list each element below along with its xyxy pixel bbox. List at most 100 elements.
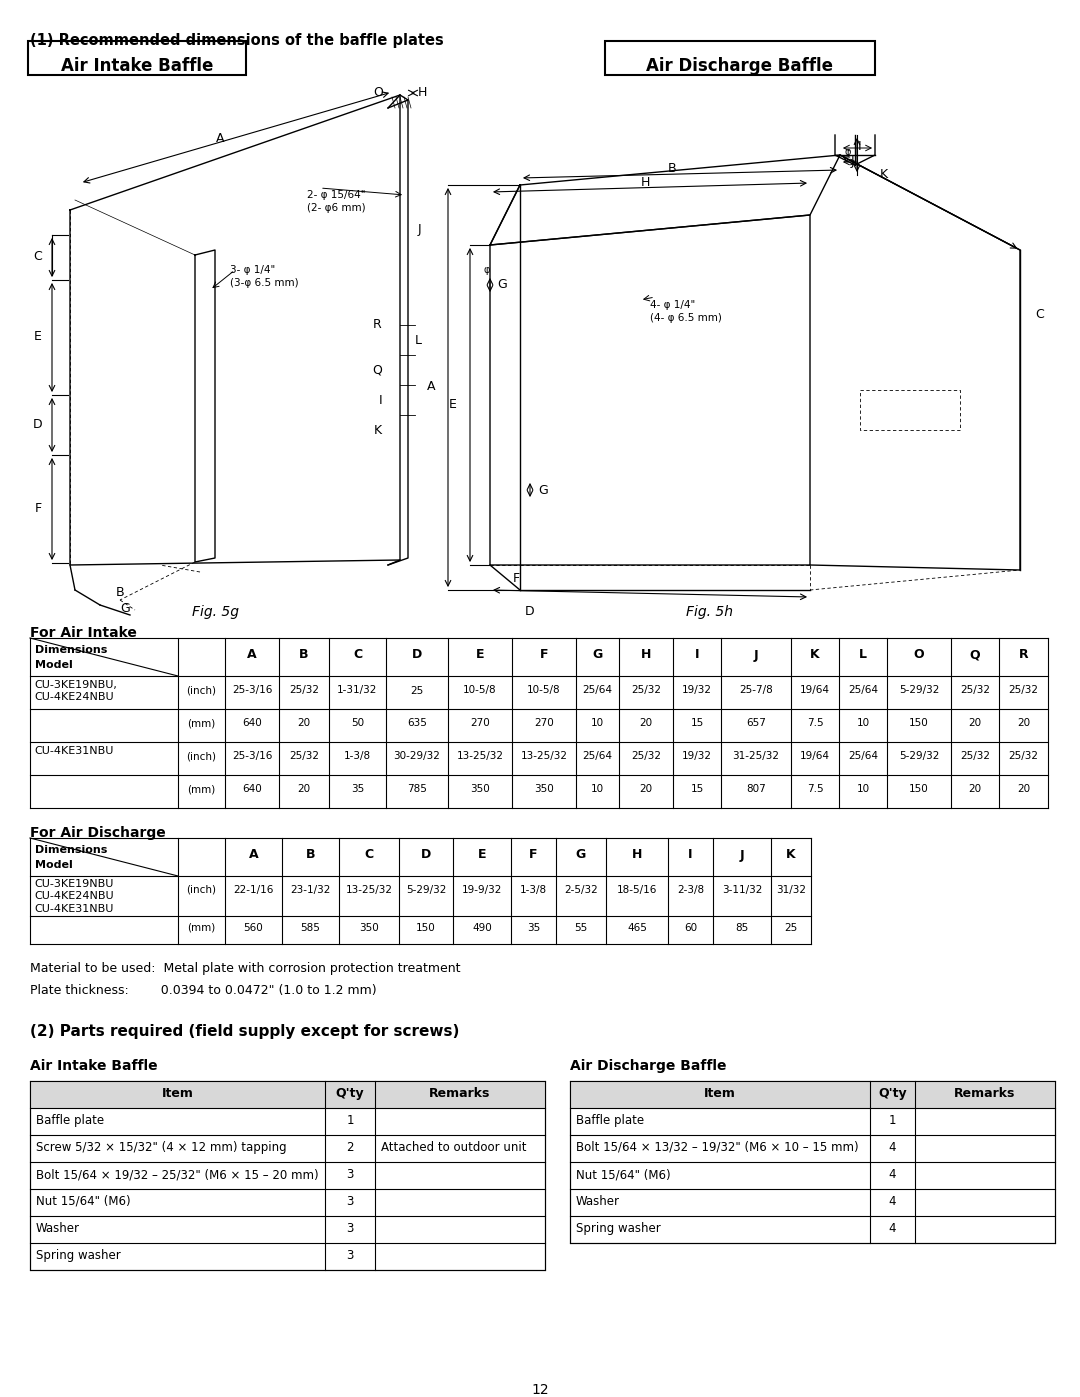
Text: (inch): (inch) (187, 686, 216, 696)
Text: For Air Intake: For Air Intake (30, 626, 137, 640)
Text: Q: Q (970, 648, 981, 662)
Text: CU-3KE19NBU,
CU-4KE24NBU: CU-3KE19NBU, CU-4KE24NBU (33, 680, 117, 701)
Text: 657: 657 (746, 718, 766, 728)
Text: 20: 20 (969, 718, 982, 728)
Text: 19/32: 19/32 (681, 686, 712, 696)
Text: (mm): (mm) (187, 718, 216, 728)
Text: For Air Discharge: For Air Discharge (30, 826, 165, 840)
Text: F: F (513, 571, 519, 584)
Text: 25/32: 25/32 (289, 686, 319, 696)
Text: Attached to outdoor unit: Attached to outdoor unit (381, 1141, 527, 1154)
Text: Dimensions: Dimensions (35, 845, 107, 855)
Text: Dimensions: Dimensions (35, 645, 107, 655)
Text: C: C (364, 848, 374, 862)
Text: 785: 785 (407, 785, 427, 795)
Text: 19/32: 19/32 (681, 752, 712, 761)
Text: (inch): (inch) (187, 886, 216, 895)
Text: 4- φ 1/4": 4- φ 1/4" (650, 300, 696, 310)
Text: Washer: Washer (36, 1222, 80, 1235)
Text: Baffle plate: Baffle plate (36, 1113, 104, 1127)
Text: 25-7/8: 25-7/8 (739, 686, 773, 696)
Text: D: D (411, 648, 422, 662)
Text: A: A (216, 131, 225, 144)
Text: O: O (373, 85, 383, 99)
Text: 25/32: 25/32 (1009, 752, 1039, 761)
Text: G: G (120, 602, 130, 615)
Text: D: D (525, 605, 535, 617)
Text: 85: 85 (735, 923, 748, 933)
Text: 20: 20 (297, 785, 311, 795)
Text: 10: 10 (591, 718, 604, 728)
Text: Nut 15/64" (M6): Nut 15/64" (M6) (36, 1194, 131, 1208)
Text: A: A (247, 648, 257, 662)
Bar (605, 41, 875, 75)
Text: E: E (476, 648, 484, 662)
Bar (30, 1081, 545, 1270)
Text: 1-31/32: 1-31/32 (337, 686, 378, 696)
Text: 150: 150 (909, 718, 929, 728)
Text: 1-3/8: 1-3/8 (519, 886, 548, 895)
Text: A: A (248, 848, 258, 862)
Text: J: J (418, 224, 421, 236)
Text: H: H (632, 848, 643, 862)
Bar (30, 1081, 545, 1108)
Text: 50: 50 (351, 718, 364, 728)
Text: 25/32: 25/32 (960, 686, 990, 696)
Text: 22-1/16: 22-1/16 (233, 886, 273, 895)
Text: Bolt 15/64 × 19/32 – 25/32" (M6 × 15 – 20 mm): Bolt 15/64 × 19/32 – 25/32" (M6 × 15 – 2… (36, 1168, 319, 1180)
Text: 635: 635 (407, 718, 427, 728)
Text: H: H (640, 648, 651, 662)
Text: I: I (859, 141, 862, 154)
Text: F: F (35, 503, 41, 515)
Text: 350: 350 (535, 785, 554, 795)
Text: 35: 35 (527, 923, 540, 933)
Text: 13-25/32: 13-25/32 (457, 752, 503, 761)
Text: 2-5/32: 2-5/32 (564, 886, 598, 895)
Text: 25/32: 25/32 (631, 686, 661, 696)
Text: R: R (1018, 648, 1028, 662)
Text: I: I (378, 394, 382, 407)
Text: 4: 4 (889, 1222, 896, 1235)
Text: 4: 4 (889, 1168, 896, 1180)
Text: R: R (374, 319, 382, 331)
Text: 270: 270 (470, 718, 490, 728)
Text: 25/32: 25/32 (960, 752, 990, 761)
Text: 25/32: 25/32 (1009, 686, 1039, 696)
Text: 5-29/32: 5-29/32 (406, 886, 446, 895)
Text: J: J (850, 155, 854, 169)
Text: 4: 4 (889, 1194, 896, 1208)
Text: E: E (477, 848, 486, 862)
Text: 585: 585 (300, 923, 321, 933)
Bar (30, 838, 811, 944)
Text: 10-5/8: 10-5/8 (527, 686, 561, 696)
Text: 25/32: 25/32 (631, 752, 661, 761)
Text: 1: 1 (889, 1113, 896, 1127)
Text: 19/64: 19/64 (800, 686, 831, 696)
Text: 20: 20 (1017, 718, 1030, 728)
Text: 25/64: 25/64 (582, 752, 612, 761)
Text: 55: 55 (575, 923, 588, 933)
Text: K: K (880, 169, 888, 182)
Text: G: G (592, 648, 603, 662)
Text: Q: Q (373, 363, 382, 377)
Text: (2- φ6 mm): (2- φ6 mm) (307, 203, 366, 212)
Text: 7.5: 7.5 (807, 718, 823, 728)
Text: 150: 150 (909, 785, 929, 795)
Text: Plate thickness:        0.0394 to 0.0472" (1.0 to 1.2 mm): Plate thickness: 0.0394 to 0.0472" (1.0 … (30, 983, 377, 997)
Text: 20: 20 (639, 718, 652, 728)
Text: E: E (449, 398, 457, 412)
Text: 20: 20 (297, 718, 311, 728)
Text: K: K (786, 848, 796, 862)
Text: 350: 350 (470, 785, 490, 795)
Text: G: G (497, 278, 507, 292)
Text: (1) Recommended dimensions of the baffle plates: (1) Recommended dimensions of the baffle… (30, 34, 444, 47)
Text: 25-3/16: 25-3/16 (232, 686, 272, 696)
Text: CU-3KE19NBU
CU-4KE24NBU
CU-4KE31NBU: CU-3KE19NBU CU-4KE24NBU CU-4KE31NBU (33, 879, 113, 914)
Text: F: F (529, 848, 538, 862)
Text: 31/32: 31/32 (777, 886, 806, 895)
Text: 640: 640 (242, 785, 261, 795)
Text: Item: Item (162, 1087, 193, 1099)
Text: 3: 3 (347, 1249, 353, 1261)
Text: 2-3/8: 2-3/8 (677, 886, 704, 895)
Text: 13-25/32: 13-25/32 (521, 752, 567, 761)
